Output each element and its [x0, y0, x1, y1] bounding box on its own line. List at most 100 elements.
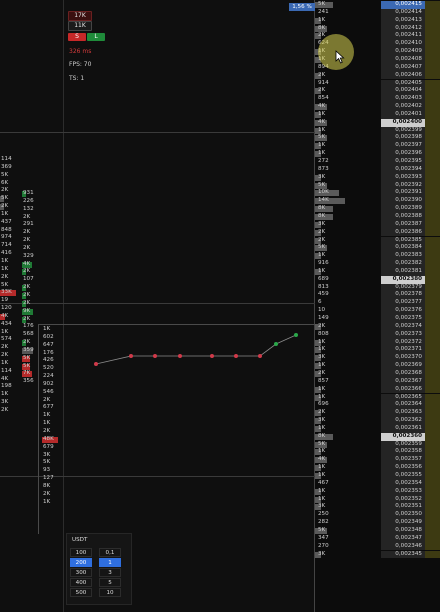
lot-size-option[interactable]: 300	[70, 568, 92, 577]
order-strip[interactable]	[425, 110, 440, 119]
order-strip[interactable]	[425, 393, 440, 402]
order-strip[interactable]	[425, 95, 440, 104]
order-strip[interactable]	[425, 519, 440, 527]
multiplier-option[interactable]: 0,1	[99, 548, 121, 557]
order-strip[interactable]	[425, 417, 440, 425]
order-strip[interactable]	[425, 440, 440, 449]
ladder-row[interactable]: 4K 0,002402	[315, 103, 440, 111]
ladder-row[interactable]: 272 0,002395	[315, 158, 440, 166]
order-strip[interactable]	[425, 322, 440, 331]
ladder-row[interactable]: 857 0,002367	[315, 377, 440, 386]
order-strip[interactable]	[425, 252, 440, 261]
ladder-row[interactable]: 3K 0,002351	[315, 503, 440, 512]
ladder-row[interactable]: 1K 0,002399	[315, 126, 440, 135]
order-strip[interactable]	[425, 362, 440, 370]
ladder-row[interactable]: 1K 0,002366	[315, 385, 440, 394]
ladder-row[interactable]: 1K 0,002413	[315, 16, 440, 25]
order-strip[interactable]	[425, 377, 440, 386]
multiplier-option[interactable]: 1	[99, 558, 121, 567]
order-strip[interactable]	[425, 401, 440, 410]
order-strip[interactable]	[425, 220, 440, 229]
order-strip[interactable]	[425, 212, 440, 221]
ladder-row[interactable]: 2K 0,002411	[315, 32, 440, 41]
order-strip[interactable]	[425, 63, 440, 72]
order-strip[interactable]	[425, 526, 440, 535]
ladder-row[interactable]: 250 0,002350	[315, 511, 440, 520]
order-strip[interactable]	[425, 503, 440, 512]
ladder-row[interactable]: 6 0,002377	[315, 299, 440, 308]
order-strip[interactable]	[425, 40, 440, 49]
lot-size-option[interactable]: 500	[70, 588, 92, 597]
ladder-row[interactable]: 5K 0,002348	[315, 526, 440, 535]
ladder-row[interactable]: 1K 0,002397	[315, 142, 440, 151]
ladder-row[interactable]: 854 0,002403	[315, 95, 440, 104]
ladder-row[interactable]: 270 0,002346	[315, 542, 440, 551]
price-ladder[interactable]: 5K 0,002415 241 0,002414 1K 0,002413 8K 0,00241…	[315, 0, 440, 612]
ladder-row[interactable]: 3K 0,002362	[315, 417, 440, 425]
ladder-row[interactable]: 914 0,002405	[315, 79, 440, 88]
ladder-row[interactable]: 2K 0,002363	[315, 409, 440, 418]
ladder-row[interactable]: 4K 0,002357	[315, 456, 440, 465]
order-strip[interactable]	[425, 1, 440, 9]
ladder-row[interactable]: 1K 0,002365	[315, 393, 440, 402]
ladder-row[interactable]: 10 0,002376	[315, 307, 440, 315]
order-strip[interactable]	[425, 550, 440, 559]
order-strip[interactable]	[425, 236, 440, 245]
order-strip[interactable]	[425, 472, 440, 480]
ladder-row[interactable]: 8K 0,002389	[315, 205, 440, 213]
ladder-row[interactable]: 1K 0,002371	[315, 346, 440, 355]
order-strip[interactable]	[425, 228, 440, 237]
buy-button[interactable]: L	[87, 33, 105, 41]
ladder-row[interactable]: 1K 0,002372	[315, 338, 440, 347]
ladder-row[interactable]: 689 0,002380	[315, 275, 440, 284]
ladder-row[interactable]: 14K 0,002390	[315, 197, 440, 206]
ladder-row[interactable]: 894 0,002407	[315, 63, 440, 72]
ladder-row[interactable]: 282 0,002349	[315, 519, 440, 527]
ladder-row[interactable]: 1K 0,002356	[315, 464, 440, 472]
order-strip[interactable]	[425, 479, 440, 488]
ladder-row[interactable]: 1K 0,002353	[315, 487, 440, 496]
lot-size-option[interactable]: 200	[70, 558, 92, 567]
ladder-row[interactable]: 149 0,002375	[315, 315, 440, 323]
ladder-row[interactable]: 1K 0,002396	[315, 150, 440, 158]
order-strip[interactable]	[425, 307, 440, 315]
ladder-row[interactable]: 5K 0,002384	[315, 244, 440, 253]
order-strip[interactable]	[425, 173, 440, 182]
order-strip[interactable]	[425, 71, 440, 80]
ladder-row[interactable]: 3K 0,002387	[315, 220, 440, 229]
order-strip[interactable]	[425, 8, 440, 17]
order-strip[interactable]	[425, 189, 440, 198]
ladder-row[interactable]: 3K 0,002370	[315, 354, 440, 363]
order-strip[interactable]	[425, 103, 440, 111]
order-strip[interactable]	[425, 142, 440, 151]
order-strip[interactable]	[425, 346, 440, 355]
order-strip[interactable]	[425, 495, 440, 504]
ladder-row[interactable]: 1K 0,002369	[315, 362, 440, 370]
ladder-row[interactable]: 5K 0,002359	[315, 440, 440, 449]
order-strip[interactable]	[425, 511, 440, 520]
lot-size-option[interactable]: 400	[70, 578, 92, 587]
order-strip[interactable]	[425, 181, 440, 190]
order-strip[interactable]	[425, 55, 440, 64]
order-strip[interactable]	[425, 158, 440, 166]
ladder-row[interactable]: 241 0,002414	[315, 8, 440, 17]
order-strip[interactable]	[425, 205, 440, 213]
ladder-row[interactable]: 5K 0,002398	[315, 134, 440, 143]
ladder-row[interactable]: 1K 0,002401	[315, 110, 440, 119]
order-strip[interactable]	[425, 260, 440, 268]
ladder-row[interactable]: 8K 0,002412	[315, 24, 440, 33]
ladder-row[interactable]: 813 0,002379	[315, 283, 440, 292]
ladder-row[interactable]: 5K 0,002392	[315, 181, 440, 190]
ladder-row[interactable]: 2K 0,002386	[315, 228, 440, 237]
ladder-row[interactable]: 3K 0,002345	[315, 550, 440, 559]
sell-button[interactable]: S	[68, 33, 86, 41]
lot-size-option[interactable]: 100	[70, 548, 92, 557]
order-strip[interactable]	[425, 534, 440, 543]
order-strip[interactable]	[425, 464, 440, 472]
ladder-row[interactable]: 2K 0,002406	[315, 71, 440, 80]
order-strip[interactable]	[425, 354, 440, 363]
order-strip[interactable]	[425, 275, 440, 284]
order-strip[interactable]	[425, 299, 440, 308]
ladder-row[interactable]: 916 0,002382	[315, 260, 440, 268]
order-strip[interactable]	[425, 126, 440, 135]
